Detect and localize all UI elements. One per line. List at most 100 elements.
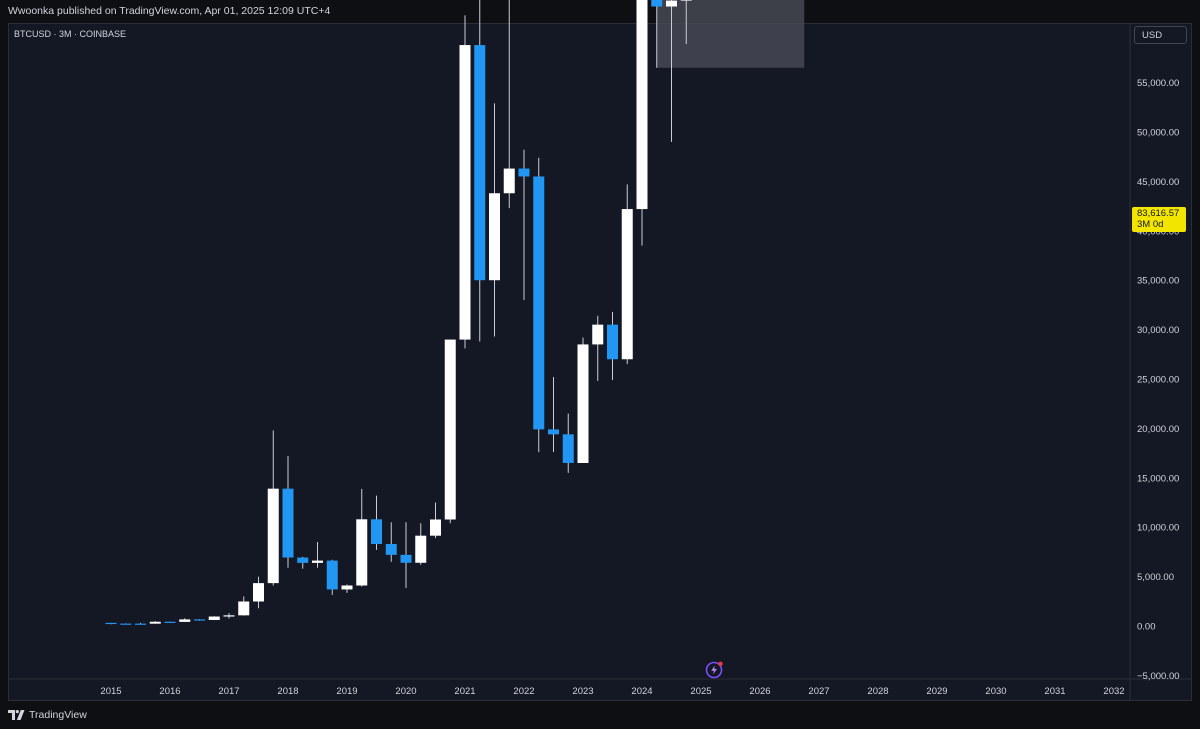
- candle: [430, 502, 441, 539]
- candle: [282, 456, 294, 568]
- y-tick-label: 25,000.00: [1137, 375, 1179, 386]
- last-price-tag: 83,616.57 3M 0d: [1132, 207, 1186, 232]
- candle: [533, 157, 545, 453]
- candle: [651, 0, 663, 68]
- top-bar: Wwoonka published on TradingView.com, Ap…: [0, 0, 1200, 22]
- tradingview-logo[interactable]: TradingView: [8, 709, 87, 721]
- candle-body: [149, 621, 161, 624]
- y-tick-label: −5,000.00: [1137, 671, 1180, 682]
- candle: [592, 315, 604, 381]
- candle: [444, 339, 456, 524]
- tradingview-logo-icon: [8, 710, 25, 720]
- candle-body: [105, 622, 117, 625]
- candle: [680, 0, 692, 45]
- y-tick-label: 45,000.00: [1137, 177, 1179, 188]
- y-tick-label: 50,000.00: [1137, 128, 1179, 139]
- candle-body: [164, 621, 176, 623]
- candle-body: [577, 344, 589, 463]
- x-tick-label: 2028: [867, 686, 888, 697]
- x-tick-label: 2025: [690, 686, 711, 697]
- candle: [267, 430, 279, 586]
- publish-info: Wwoonka published on TradingView.com, Ap…: [8, 5, 331, 17]
- candle: [548, 377, 559, 453]
- candle-body: [444, 339, 456, 520]
- chart-area[interactable]: [8, 23, 1192, 701]
- candle: [371, 495, 382, 550]
- candle-body: [400, 554, 412, 563]
- x-tick-label: 2017: [218, 686, 239, 697]
- candle: [341, 584, 353, 593]
- candle-body: [238, 601, 250, 616]
- y-tick-label: 35,000.00: [1137, 276, 1179, 287]
- candle-body: [666, 0, 677, 7]
- x-tick-label: 2018: [277, 686, 298, 697]
- x-tick-label: 2031: [1044, 686, 1065, 697]
- candle: [356, 488, 368, 587]
- candle-body: [341, 585, 353, 590]
- candle: [105, 622, 117, 625]
- x-tick-label: 2016: [159, 686, 180, 697]
- currency-button[interactable]: USD: [1134, 26, 1187, 44]
- x-tick-label: 2024: [631, 686, 652, 697]
- candle-body: [562, 434, 574, 463]
- x-tick-label: 2015: [100, 686, 121, 697]
- candles: [105, 0, 692, 625]
- candle: [577, 337, 589, 463]
- x-tick-label: 2029: [926, 686, 947, 697]
- footer: [0, 701, 1200, 729]
- candle: [194, 619, 205, 621]
- candle-body: [326, 560, 338, 590]
- candle: [489, 103, 500, 337]
- symbol-title: BTCUSD · 3M · COINBASE: [14, 29, 127, 39]
- x-tick-label: 2020: [395, 686, 416, 697]
- countdown-label: 3M 0d: [1137, 219, 1164, 230]
- tradingview-logo-text: TradingView: [29, 709, 87, 721]
- candle: [253, 576, 264, 609]
- candle-body: [312, 560, 323, 563]
- candle-body: [120, 623, 132, 625]
- candle: [297, 556, 309, 569]
- candle-body: [385, 543, 397, 555]
- candle: [666, 0, 677, 142]
- candle: [179, 618, 191, 622]
- candle-body: [607, 324, 618, 360]
- time-axis[interactable]: 2015 2016 2017 2018 2019 2020 2021 2022 2023 2024…: [100, 686, 1124, 697]
- price-axis[interactable]: −10,000.00−5,000.000.005,000.0010,000.00…: [1137, 0, 1185, 729]
- y-tick-label: 20,000.00: [1137, 424, 1179, 435]
- candle: [415, 523, 427, 565]
- x-tick-label: 2022: [513, 686, 534, 697]
- candle-body: [636, 0, 648, 210]
- candle-body: [371, 519, 382, 544]
- x-tick-label: 2027: [808, 686, 829, 697]
- candle: [607, 311, 618, 380]
- candle: [636, 0, 648, 246]
- zone-rect: [656, 0, 805, 68]
- y-tick-label: 15,000.00: [1137, 473, 1179, 484]
- candle-body: [548, 429, 559, 435]
- x-tick-label: 2030: [985, 686, 1006, 697]
- candle: [135, 622, 146, 625]
- candle: [385, 522, 397, 562]
- demand-zone: [656, 0, 805, 68]
- candle: [562, 413, 574, 473]
- candle: [120, 623, 132, 625]
- flash-icon[interactable]: [705, 661, 723, 679]
- y-tick-label: 55,000.00: [1137, 78, 1179, 89]
- x-tick-label: 2019: [336, 686, 357, 697]
- candle-body: [518, 168, 530, 177]
- candle-body: [489, 193, 500, 281]
- candle-body: [356, 519, 368, 586]
- candle: [474, 0, 486, 342]
- x-tick-label: 2032: [1103, 686, 1124, 697]
- candle-body: [459, 45, 471, 340]
- y-tick-label: 30,000.00: [1137, 325, 1179, 336]
- candle: [223, 613, 235, 619]
- candle-body: [680, 0, 692, 1]
- candle-body: [267, 488, 279, 584]
- candle: [164, 621, 176, 623]
- x-tick-label: 2023: [572, 686, 593, 697]
- candle: [326, 559, 338, 595]
- x-tick-label: 2021: [454, 686, 475, 697]
- candle-body: [474, 45, 486, 281]
